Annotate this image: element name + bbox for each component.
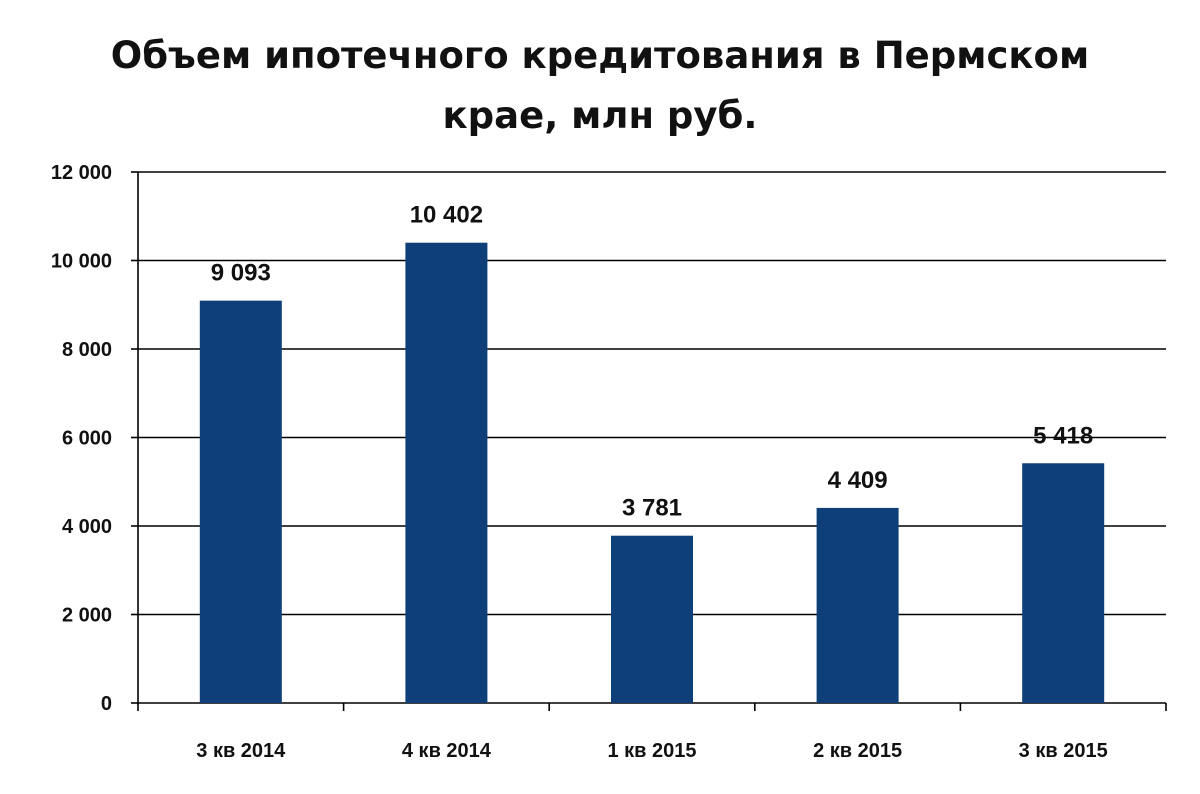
bar-value-label: 4 409 xyxy=(828,467,888,494)
y-tick-label: 6 000 xyxy=(62,428,112,450)
chart-title-line-1: Объем ипотечного кредитования в Пермском xyxy=(110,34,1090,77)
y-tick-label: 0 xyxy=(101,693,112,715)
bar-value-label: 5 418 xyxy=(1033,422,1093,449)
y-tick-label: 2 000 xyxy=(62,605,112,627)
bar-value-label: 9 093 xyxy=(211,260,271,287)
x-category-label: 1 кв 2015 xyxy=(607,740,696,762)
x-category-label: 4 кв 2014 xyxy=(402,740,492,762)
x-category-label: 2 кв 2015 xyxy=(813,740,902,762)
bar xyxy=(405,242,488,704)
y-tick-label: 8 000 xyxy=(62,339,112,361)
bar xyxy=(199,300,282,703)
bar-value-label: 3 781 xyxy=(622,495,682,522)
bar xyxy=(611,535,693,703)
bar xyxy=(816,507,899,703)
x-category-label: 3 кв 2015 xyxy=(1019,740,1108,762)
y-tick-label: 4 000 xyxy=(62,516,112,538)
chart-title-line-2: крае, млн руб. xyxy=(442,94,758,137)
x-category-label: 3 кв 2014 xyxy=(196,740,286,762)
bar xyxy=(1022,463,1105,703)
bar-value-label: 10 402 xyxy=(410,202,483,229)
y-tick-label: 10 000 xyxy=(51,251,112,273)
y-tick-label: 12 000 xyxy=(51,162,112,184)
